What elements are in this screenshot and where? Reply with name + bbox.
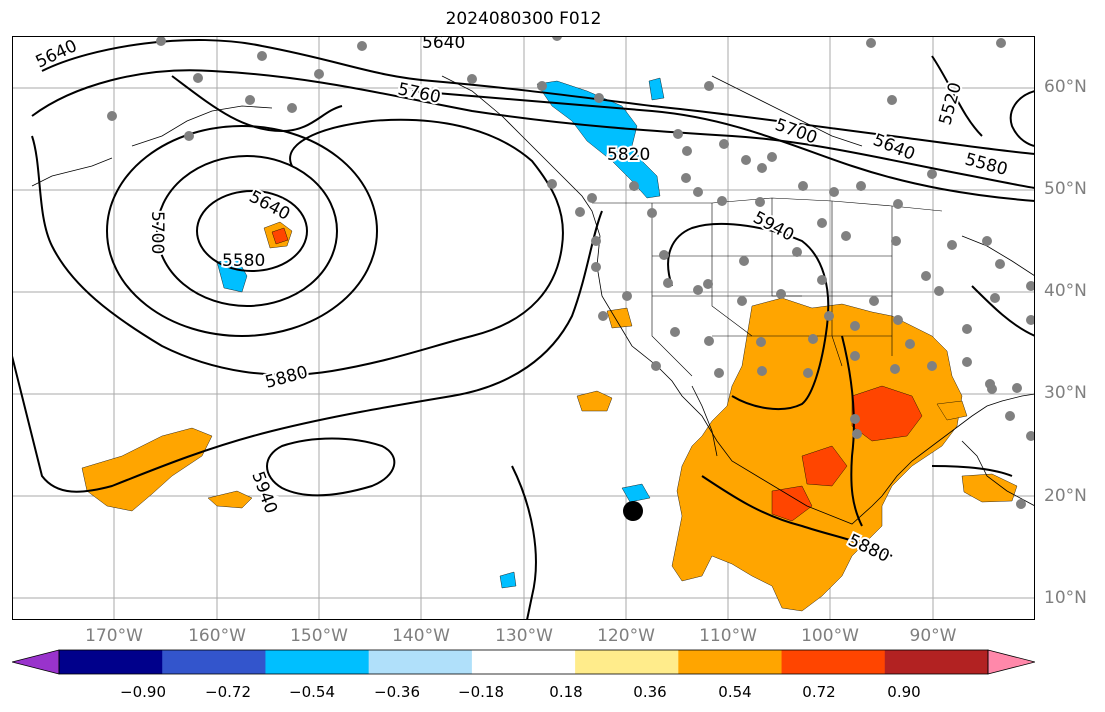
positive-anomaly-fill <box>81 221 1018 612</box>
lon-label: 160°W <box>188 626 246 646</box>
colorbar-extend-right <box>987 649 1035 675</box>
height-contours <box>12 39 1035 620</box>
contour-label: 5820 <box>607 145 650 165</box>
lat-label: 50°N <box>1044 179 1087 199</box>
colorbar-segment <box>368 650 473 674</box>
colorbar-segment <box>575 650 679 674</box>
colorbar-tick-label: −0.36 <box>374 683 420 701</box>
storm-marker-icon <box>623 501 643 521</box>
colorbar-outline <box>58 649 989 675</box>
station-markers <box>107 36 1035 509</box>
lat-label: 60°N <box>1044 77 1087 97</box>
colorbar-tick-label: 0.90 <box>887 683 921 701</box>
lon-label: 90°W <box>909 626 957 646</box>
lon-label: 150°W <box>290 626 348 646</box>
lat-label: 40°N <box>1044 281 1087 301</box>
colorbar-segment <box>59 650 163 674</box>
colorbar-segment <box>781 650 886 674</box>
colorbar-tick-label: 0.54 <box>718 683 752 701</box>
coastlines <box>31 75 1035 525</box>
lon-label: 100°W <box>801 626 859 646</box>
contour-label: 5580 <box>222 251 265 271</box>
colorbar-tick-label: −0.72 <box>205 683 251 701</box>
contour-label: 5700 <box>147 211 167 254</box>
height-anomaly-map: 5640 5640 5760 5820 5700 5640 5580 5520 … <box>12 36 1035 620</box>
lat-label: 30°N <box>1044 383 1087 403</box>
colorbar-segment <box>471 650 576 674</box>
lon-label: 170°W <box>85 626 143 646</box>
lon-label: 130°W <box>495 626 553 646</box>
lat-label: 20°N <box>1044 486 1087 506</box>
lon-label: 120°W <box>597 626 655 646</box>
colorbar-tick-label: 0.72 <box>802 683 836 701</box>
borders <box>592 197 943 377</box>
colorbar-extend-left <box>12 649 60 675</box>
colorbar-tick-label: −0.90 <box>120 683 166 701</box>
lon-label: 140°W <box>392 626 450 646</box>
map-title: 2024080300 F012 <box>445 9 602 29</box>
colorbar-segment <box>265 650 370 674</box>
colorbar-tick-label: 0.18 <box>549 683 583 701</box>
lat-label: 10°N <box>1044 588 1087 608</box>
lon-label: 110°W <box>699 626 757 646</box>
colorbar-tick-label: −0.54 <box>289 683 335 701</box>
colorbar-segment <box>162 650 266 674</box>
colorbar-segment <box>884 650 989 674</box>
colorbar-segment <box>678 650 783 674</box>
map-frame <box>12 36 1035 620</box>
contour-label: 5640 <box>422 36 465 53</box>
colorbar-tick-label: 0.36 <box>633 683 667 701</box>
colorbar-tick-label: −0.18 <box>458 683 504 701</box>
colorbar <box>12 649 1035 675</box>
